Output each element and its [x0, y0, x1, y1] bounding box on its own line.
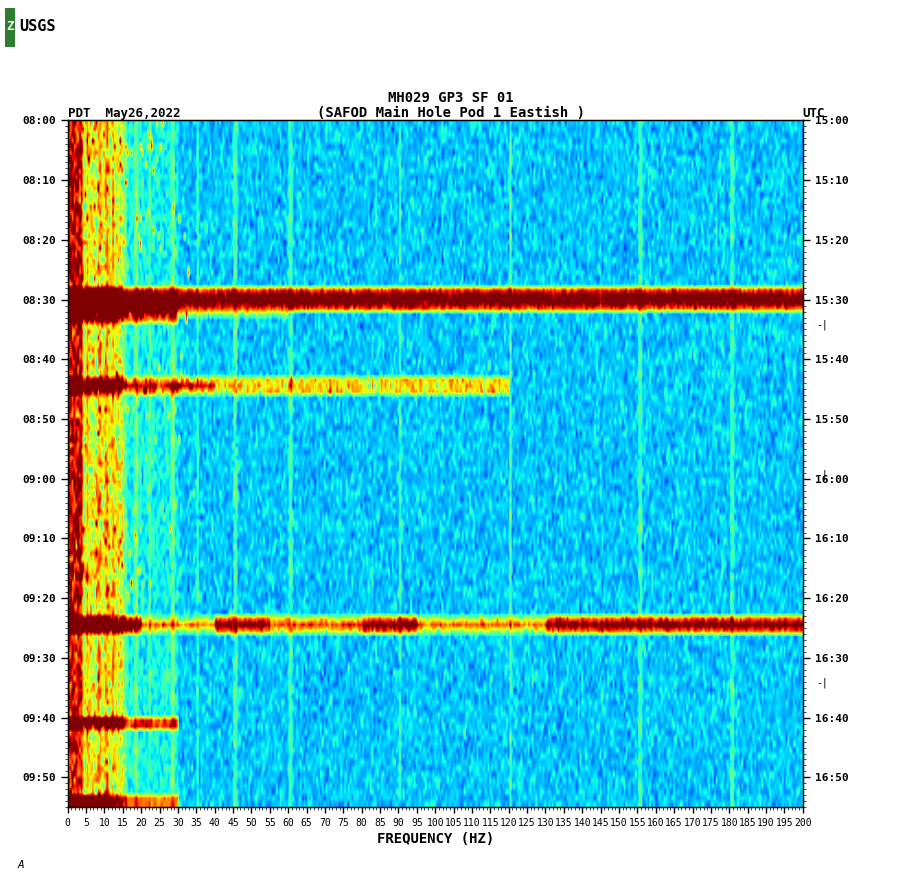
Text: PDT  May26,2022: PDT May26,2022 — [68, 107, 180, 120]
Text: Z: Z — [6, 21, 14, 33]
X-axis label: FREQUENCY (HZ): FREQUENCY (HZ) — [377, 832, 493, 846]
Text: -|: -| — [816, 677, 828, 688]
Text: A: A — [18, 860, 24, 870]
FancyBboxPatch shape — [5, 8, 15, 47]
Text: USGS: USGS — [19, 20, 55, 34]
Text: -|: -| — [816, 319, 828, 330]
Text: MH029 GP3 SF 01: MH029 GP3 SF 01 — [388, 91, 514, 105]
Text: UTC: UTC — [803, 107, 825, 120]
Text: (SAFOD Main Hole Pod 1 Eastish ): (SAFOD Main Hole Pod 1 Eastish ) — [317, 106, 585, 120]
Text: -|: -| — [816, 469, 828, 480]
